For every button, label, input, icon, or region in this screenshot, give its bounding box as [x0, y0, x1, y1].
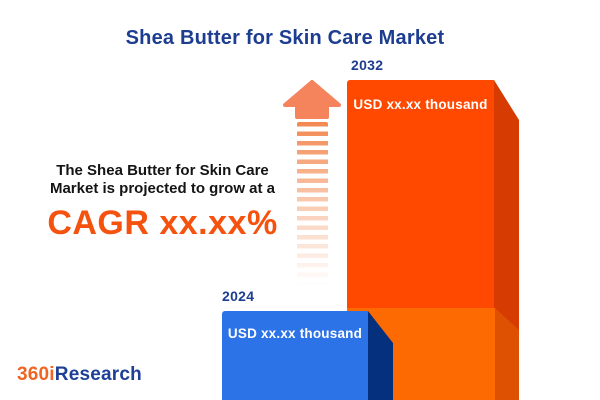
up-arrow-icon	[283, 80, 341, 119]
growth-text-line1: The Shea Butter for Skin Care	[56, 162, 269, 179]
growth-arrow-fade-overlay	[295, 118, 330, 300]
bar-2024-value-label: USD xx.xx thousand	[227, 326, 363, 341]
logo-360i: 360i	[17, 364, 55, 385]
logo-research: Research	[54, 364, 142, 385]
growth-text-line2: Market is projected to grow at a	[49, 180, 276, 197]
bar-2024-face	[222, 311, 368, 400]
year-label-2024: 2024	[222, 288, 255, 304]
page-title: Shea Butter for Skin Care Market	[125, 27, 445, 50]
brand-logo: 360iResearch	[17, 364, 142, 386]
cagr-value: CAGR xx.xx%	[47, 204, 278, 242]
bar-2032-value-label: USD xx.xx thousand	[353, 97, 488, 112]
year-label-2032: 2032	[351, 57, 384, 73]
growth-annotation: The Shea Butter for Skin Care Market is …	[25, 162, 300, 243]
